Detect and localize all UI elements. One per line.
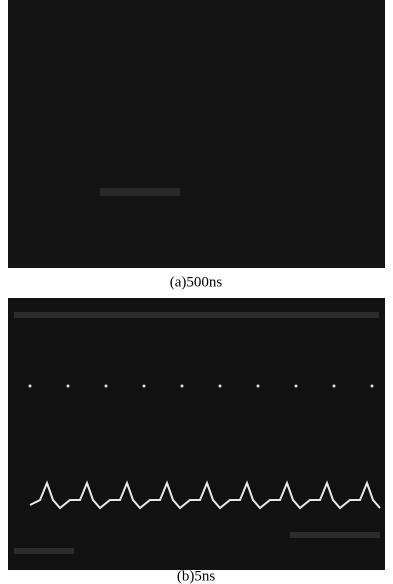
caption: (b)5ns — [177, 568, 215, 584]
caption: (a)500ns — [170, 274, 223, 290]
scope-screen-a — [8, 0, 385, 268]
status-bar-freq — [290, 532, 380, 538]
status-bar-bottom — [14, 548, 74, 554]
figure: (a)500ns (b)5ns — [0, 0, 393, 584]
page: {"figure": {"panels": [{"caption": "(a)5… — [0, 0, 393, 584]
scope-screen-b — [8, 298, 385, 570]
faint-trace — [100, 188, 180, 196]
status-bar-top — [14, 312, 379, 318]
